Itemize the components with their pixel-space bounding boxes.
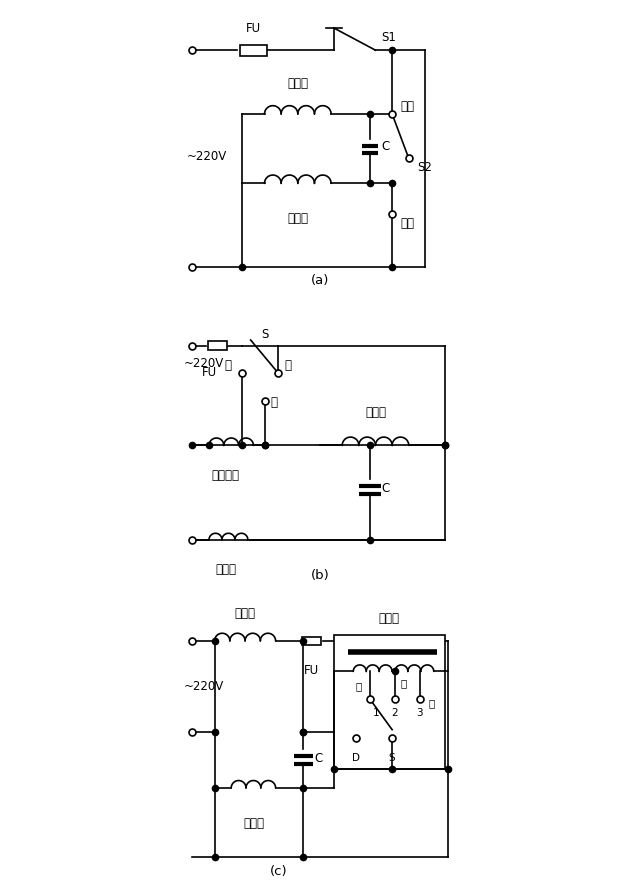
Text: 高: 高 <box>355 680 362 690</box>
Bar <box>302 637 321 645</box>
Text: 主绕组: 主绕组 <box>235 606 255 619</box>
Text: 3: 3 <box>417 708 423 718</box>
Text: ~220V: ~220V <box>187 150 227 163</box>
Text: S2: S2 <box>417 161 432 174</box>
Text: 反转: 反转 <box>401 216 415 230</box>
Bar <box>207 342 227 350</box>
Text: C: C <box>381 481 389 494</box>
Text: FU: FU <box>246 21 261 35</box>
Text: 2: 2 <box>392 708 398 718</box>
Bar <box>334 636 445 769</box>
Text: 高: 高 <box>284 359 291 372</box>
Text: 中: 中 <box>401 678 406 687</box>
Text: D: D <box>352 752 360 762</box>
Text: FU: FU <box>304 663 319 677</box>
Text: 低: 低 <box>224 359 231 372</box>
Text: ~220V: ~220V <box>184 679 224 692</box>
Text: ~220V: ~220V <box>184 357 224 369</box>
Text: 主绕组: 主绕组 <box>287 77 308 90</box>
Bar <box>239 46 268 56</box>
Text: S: S <box>389 752 396 762</box>
Text: 中: 中 <box>270 395 277 408</box>
Text: FU: FU <box>202 366 216 378</box>
Text: 正转: 正转 <box>401 100 415 113</box>
Text: 1: 1 <box>372 708 380 718</box>
Text: C: C <box>381 140 389 153</box>
Text: 电抗器: 电抗器 <box>379 611 400 625</box>
Text: 副绕组: 副绕组 <box>243 815 264 829</box>
Text: (b): (b) <box>310 569 330 582</box>
Text: 主绕组: 主绕组 <box>365 405 386 418</box>
Text: 低: 低 <box>428 697 435 707</box>
Text: 副绕组: 副绕组 <box>215 562 236 576</box>
Text: (a): (a) <box>311 274 329 287</box>
Text: (c): (c) <box>269 864 287 877</box>
Text: C: C <box>314 751 323 764</box>
Text: S: S <box>261 327 268 341</box>
Text: S1: S1 <box>381 30 396 44</box>
Text: 副绕组: 副绕组 <box>287 212 308 225</box>
Text: 辅助绕组: 辅助绕组 <box>212 468 239 481</box>
